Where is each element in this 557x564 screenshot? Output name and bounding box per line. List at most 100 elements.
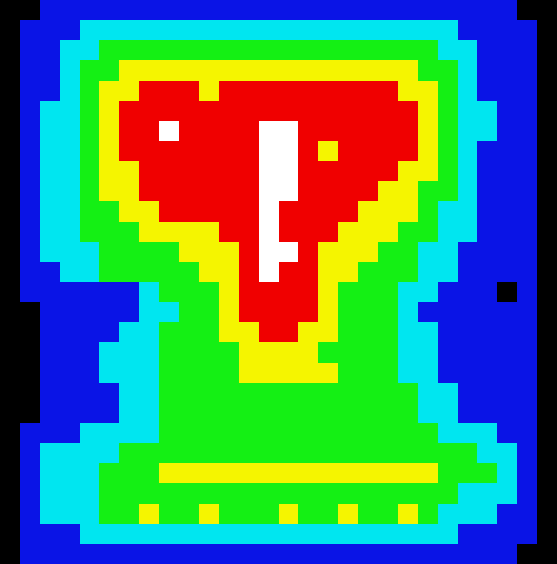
heatmap-cell — [497, 81, 517, 102]
heatmap-cell — [418, 121, 438, 142]
heatmap-cell — [298, 483, 318, 504]
heatmap-cell — [259, 302, 279, 323]
heatmap-cell — [60, 443, 80, 464]
heatmap-cell — [179, 544, 199, 564]
heatmap-cell — [537, 322, 557, 343]
heatmap-cell — [418, 383, 438, 404]
heatmap-cell — [398, 524, 418, 545]
heatmap-cell — [99, 544, 119, 564]
heatmap-cell — [20, 60, 40, 81]
heatmap-cell — [318, 504, 338, 525]
heatmap-cell — [458, 282, 478, 303]
heatmap-cell — [318, 141, 338, 162]
heatmap-cell — [179, 20, 199, 41]
heatmap-cell — [80, 0, 100, 21]
heatmap-cell — [398, 40, 418, 61]
heatmap-cell — [458, 423, 478, 444]
heatmap-cell — [20, 443, 40, 464]
heatmap-cell — [477, 504, 497, 525]
heatmap-cell — [20, 524, 40, 545]
heatmap-cell — [239, 363, 259, 384]
heatmap-cell — [139, 363, 159, 384]
heatmap-cell — [537, 20, 557, 41]
heatmap-cell — [0, 443, 20, 464]
heatmap-cell — [219, 201, 239, 222]
heatmap-cell — [239, 242, 259, 263]
heatmap-cell — [159, 463, 179, 484]
heatmap-cell — [438, 302, 458, 323]
heatmap-cell — [318, 443, 338, 464]
heatmap-cell — [517, 20, 537, 41]
heatmap-cell — [199, 342, 219, 363]
heatmap-cell — [60, 463, 80, 484]
heatmap-cell — [139, 463, 159, 484]
heatmap-cell — [279, 423, 299, 444]
heatmap-cell — [119, 0, 139, 21]
heatmap-cell — [20, 483, 40, 504]
heatmap-cell — [0, 363, 20, 384]
heatmap-cell — [40, 463, 60, 484]
heatmap-cell — [159, 0, 179, 21]
heatmap-cell — [99, 524, 119, 545]
heatmap-cell — [99, 504, 119, 525]
heatmap-cell — [0, 342, 20, 363]
heatmap-cell — [438, 121, 458, 142]
heatmap-cell — [60, 121, 80, 142]
heatmap-cell — [338, 342, 358, 363]
heatmap-cell — [358, 222, 378, 243]
heatmap-cell — [259, 383, 279, 404]
heatmap-cell — [458, 0, 478, 21]
heatmap-cell — [40, 121, 60, 142]
heatmap-cell — [60, 302, 80, 323]
heatmap-cell — [259, 483, 279, 504]
heatmap-cell — [40, 403, 60, 424]
heatmap-cell — [20, 222, 40, 243]
heatmap-cell — [139, 121, 159, 142]
heatmap-cell — [458, 181, 478, 202]
heatmap-cell — [298, 463, 318, 484]
heatmap-cell — [418, 342, 438, 363]
heatmap-cell — [438, 322, 458, 343]
heatmap-cell — [477, 60, 497, 81]
heatmap-cell — [279, 40, 299, 61]
heatmap-cell — [80, 222, 100, 243]
heatmap-cell — [378, 403, 398, 424]
heatmap-cell — [80, 504, 100, 525]
heatmap-cell — [477, 181, 497, 202]
heatmap-cell — [338, 0, 358, 21]
heatmap-cell — [338, 262, 358, 283]
heatmap-cell — [497, 443, 517, 464]
heatmap-cell — [20, 282, 40, 303]
heatmap-cell — [338, 161, 358, 182]
heatmap-cell — [279, 524, 299, 545]
heatmap-cell — [0, 101, 20, 122]
heatmap-cell — [199, 302, 219, 323]
heatmap-cell — [0, 40, 20, 61]
heatmap-cell — [259, 81, 279, 102]
heatmap-cell — [259, 262, 279, 283]
heatmap-cell — [239, 443, 259, 464]
heatmap-cell — [259, 181, 279, 202]
heatmap-cell — [199, 544, 219, 564]
heatmap-cell — [358, 40, 378, 61]
heatmap-cell — [179, 141, 199, 162]
heatmap-cell — [497, 322, 517, 343]
heatmap-cell — [418, 504, 438, 525]
heatmap-cell — [40, 302, 60, 323]
heatmap-cell — [119, 423, 139, 444]
heatmap-cell — [477, 403, 497, 424]
heatmap-cell — [60, 363, 80, 384]
heatmap-cell — [99, 282, 119, 303]
heatmap-cell — [20, 101, 40, 122]
heatmap-cell — [338, 302, 358, 323]
heatmap-cell — [358, 483, 378, 504]
heatmap-cell — [179, 81, 199, 102]
heatmap-cell — [20, 262, 40, 283]
heatmap-cell — [139, 383, 159, 404]
heatmap-cell — [318, 81, 338, 102]
heatmap-cell — [378, 60, 398, 81]
heatmap-cell — [298, 201, 318, 222]
heatmap-cell — [279, 322, 299, 343]
heatmap-cell — [477, 363, 497, 384]
heatmap-cell — [458, 363, 478, 384]
